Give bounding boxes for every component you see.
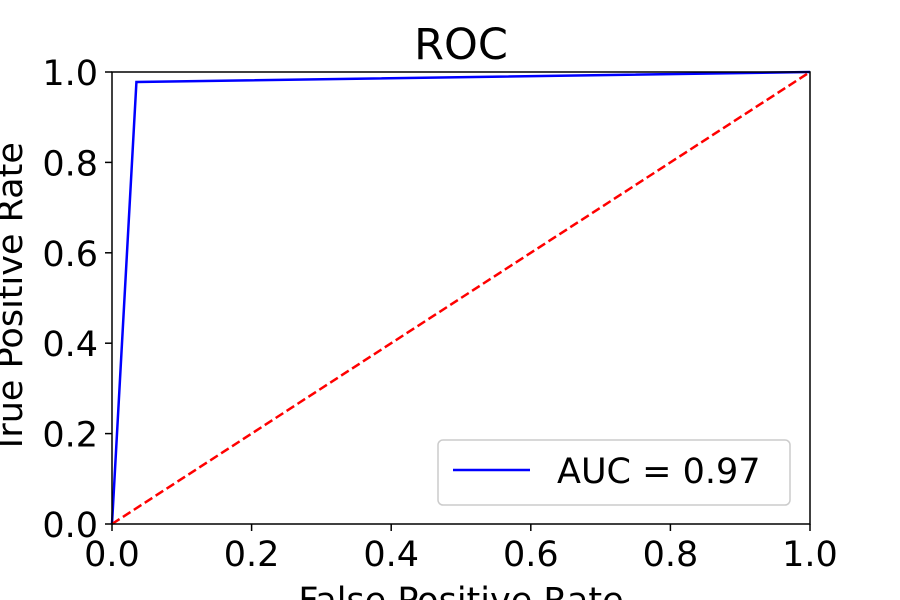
x-axis-label: False Positive Rate [298, 581, 623, 600]
y-tick-label: 0.0 [42, 506, 98, 546]
y-axis-ticks: 0.0 0.2 0.4 0.6 0.8 1.0 [42, 54, 112, 546]
x-axis-ticks: 0.0 0.2 0.4 0.6 0.8 1.0 [84, 524, 838, 575]
x-tick-label: 0.2 [224, 535, 280, 575]
x-tick-label: 0.8 [643, 535, 699, 575]
chart-title: ROC [414, 20, 508, 70]
legend-box [437, 439, 791, 506]
y-tick-label: 0.8 [42, 144, 98, 184]
y-tick-label: 0.6 [42, 235, 98, 275]
y-axis-label: True Positive Rate [0, 142, 31, 455]
plot-frame [111, 71, 811, 525]
plot-area [110, 70, 811, 526]
x-tick-label: 0.6 [503, 535, 559, 575]
x-tick-label: 1.0 [782, 535, 838, 575]
x-tick-label: 0.4 [363, 535, 419, 575]
legend-entry-label: AUC = 0.97 [557, 452, 761, 492]
y-tick-label: 0.4 [42, 325, 98, 365]
chance-diagonal-line [111, 70, 811, 526]
roc-curve-line [110, 70, 811, 525]
legend: AUC = 0.97 [437, 439, 791, 506]
y-tick-label: 1.0 [42, 54, 98, 94]
x-tick-label: 0.0 [84, 535, 140, 575]
y-tick-label: 0.2 [42, 416, 98, 456]
